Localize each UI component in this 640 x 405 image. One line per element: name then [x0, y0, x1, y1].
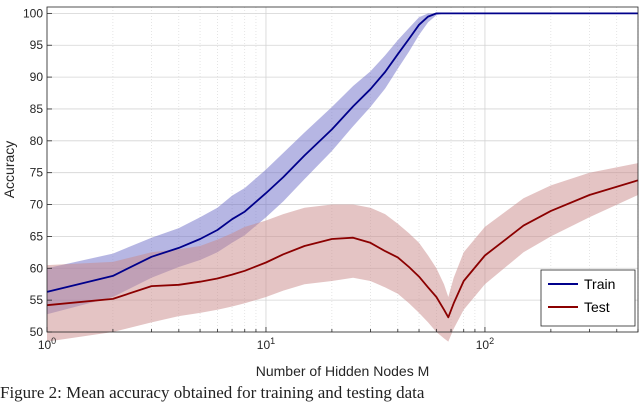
y-tick-label: 100: [23, 6, 43, 20]
line-test: [46, 179, 639, 319]
figure-caption: Figure 2: Mean accuracy obtained for tra…: [0, 383, 425, 402]
series-lines: [46, 12, 639, 319]
band-train: [47, 13, 638, 315]
y-tick-label: 85: [30, 102, 44, 116]
legend-label-test: Test: [584, 299, 610, 315]
confidence-bands: [47, 13, 638, 342]
y-tick-label: 70: [30, 198, 44, 212]
legend-label-train: Train: [584, 276, 615, 292]
axis-ticks: 50 55 60 65 70 75 80 85 90 95 100 100 101 102: [23, 6, 639, 352]
plot-frame: [46, 6, 639, 333]
legend: Train Test: [540, 269, 636, 327]
x-tick-label: 101: [257, 336, 275, 352]
x-axis-label: Number of Hidden Nodes M: [256, 363, 430, 379]
chart: 50 55 60 65 70 75 80 85 90 95 100 100 101 102 Number …: [1, 6, 639, 379]
y-tick-label: 55: [30, 293, 44, 307]
line-train: [46, 12, 638, 293]
y-tick-label: 50: [30, 325, 44, 339]
y-tick-label: 65: [30, 229, 44, 243]
y-tick-label: 95: [30, 38, 44, 52]
y-tick-label: 90: [30, 70, 44, 84]
y-tick-label: 60: [30, 261, 44, 275]
legend-box: [540, 269, 636, 327]
band-test: [47, 163, 638, 342]
y-axis-label: Accuracy: [1, 141, 17, 199]
y-tick-label: 75: [30, 166, 44, 180]
y-tick-label: 80: [30, 134, 44, 148]
x-tick-label: 102: [476, 336, 494, 352]
x-tick-label: 100: [38, 336, 56, 352]
